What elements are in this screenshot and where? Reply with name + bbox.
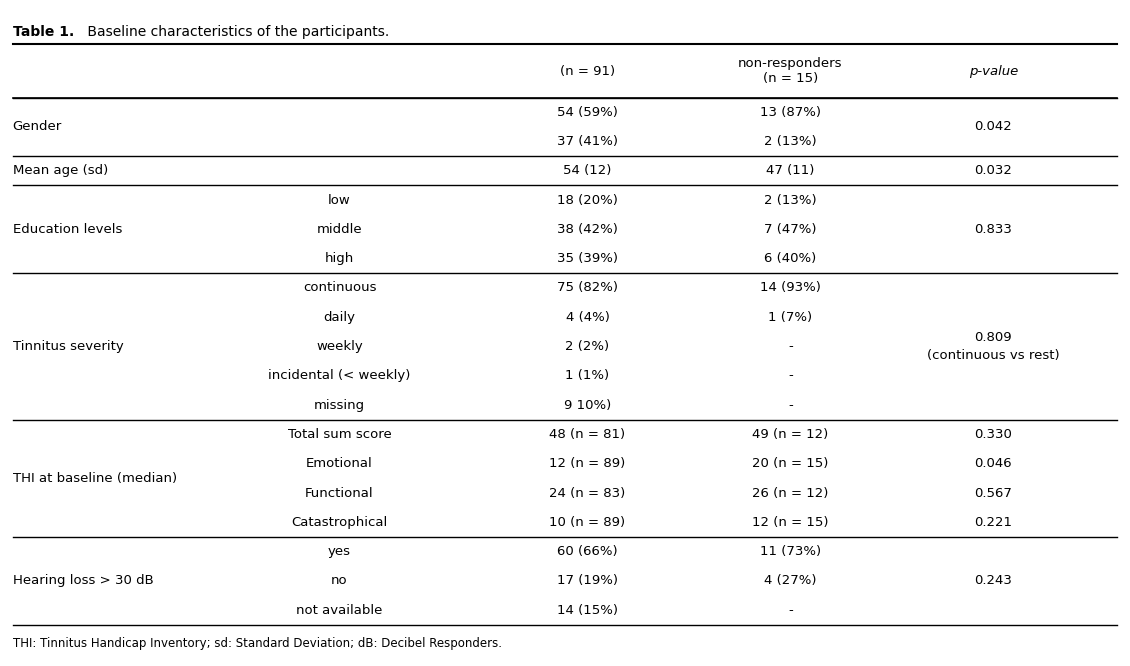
Text: continuous: continuous — [303, 282, 376, 294]
Text: (n = 91): (n = 91) — [560, 65, 615, 77]
FancyBboxPatch shape — [858, 276, 1129, 416]
Text: 0.243: 0.243 — [974, 574, 1012, 587]
Text: 35 (39%): 35 (39%) — [557, 252, 618, 265]
Text: 0.833: 0.833 — [974, 223, 1012, 236]
Text: 18 (20%): 18 (20%) — [557, 194, 618, 206]
Text: 0.330: 0.330 — [974, 428, 1012, 441]
Text: 75 (82%): 75 (82%) — [557, 282, 618, 294]
Text: daily: daily — [323, 311, 356, 324]
Text: Mean age (sd): Mean age (sd) — [12, 165, 107, 177]
Text: 0.809: 0.809 — [974, 332, 1012, 344]
Text: 49 (n = 12): 49 (n = 12) — [753, 428, 828, 441]
Text: yes: yes — [328, 545, 351, 558]
Text: (continuous: (continuous — [911, 348, 993, 361]
Text: 1 (7%): 1 (7%) — [768, 311, 812, 324]
Text: 12 (n = 89): 12 (n = 89) — [549, 458, 626, 470]
Text: 0.221: 0.221 — [974, 515, 1012, 529]
Text: 7 (47%): 7 (47%) — [764, 223, 817, 236]
Text: high: high — [325, 252, 354, 265]
Text: 17 (19%): 17 (19%) — [557, 574, 618, 587]
Text: 1 (1%): 1 (1%) — [565, 370, 609, 382]
Text: 6 (40%): 6 (40%) — [764, 252, 817, 265]
Text: Table 1.: Table 1. — [12, 25, 73, 39]
Text: 0.042: 0.042 — [974, 121, 1012, 133]
Text: 2 (13%): 2 (13%) — [764, 135, 817, 148]
Text: 54 (59%): 54 (59%) — [557, 106, 618, 119]
Text: 26 (n = 12): 26 (n = 12) — [753, 486, 828, 500]
Text: weekly: weekly — [316, 340, 363, 353]
Text: -: - — [788, 370, 793, 382]
Text: Functional: Functional — [305, 486, 374, 500]
FancyBboxPatch shape — [880, 276, 1129, 416]
Text: 2 (2%): 2 (2%) — [565, 340, 609, 353]
Text: 13 (87%): 13 (87%) — [760, 106, 820, 119]
Text: Total sum score: Total sum score — [288, 428, 391, 441]
Text: 48 (n = 81): 48 (n = 81) — [549, 428, 626, 441]
Text: (continuous vs rest): (continuous vs rest) — [927, 349, 1060, 362]
Text: 47 (11): 47 (11) — [766, 165, 815, 177]
Text: 14 (93%): 14 (93%) — [760, 282, 820, 294]
Text: 2 (13%): 2 (13%) — [764, 194, 817, 206]
Text: non-responders
(n = 15): non-responders (n = 15) — [738, 57, 843, 85]
Text: low: low — [328, 194, 351, 206]
Text: 0.809: 0.809 — [974, 332, 1012, 345]
Text: Gender: Gender — [12, 121, 62, 133]
Text: 0.032: 0.032 — [974, 165, 1012, 177]
Text: 0.567: 0.567 — [974, 486, 1012, 500]
Text: THI at baseline (median): THI at baseline (median) — [12, 472, 176, 485]
Text: THI: Tinnitus Handicap Inventory; sd: Standard Deviation; dB: Decibel Responders: THI: Tinnitus Handicap Inventory; sd: St… — [12, 637, 502, 650]
Text: 0.809
(continuous νs rest): 0.809 (continuous νs rest) — [928, 332, 1060, 360]
Text: Education levels: Education levels — [12, 223, 122, 236]
Text: Catastrophical: Catastrophical — [292, 515, 388, 529]
Text: vs: vs — [986, 348, 1001, 361]
Text: 54 (12): 54 (12) — [564, 165, 611, 177]
Text: no: no — [331, 574, 348, 587]
Text: missing: missing — [314, 399, 365, 412]
Text: -: - — [788, 603, 793, 617]
Text: middle: middle — [316, 223, 363, 236]
Text: 4 (27%): 4 (27%) — [764, 574, 817, 587]
Text: Hearing loss > 30 dB: Hearing loss > 30 dB — [12, 574, 154, 587]
Text: 11 (73%): 11 (73%) — [759, 545, 822, 558]
Text: 60 (66%): 60 (66%) — [557, 545, 618, 558]
Text: p-value: p-value — [968, 65, 1018, 77]
Text: 37 (41%): 37 (41%) — [557, 135, 618, 148]
Text: Baseline characteristics of the participants.: Baseline characteristics of the particip… — [82, 25, 389, 39]
Text: 20 (n = 15): 20 (n = 15) — [753, 458, 828, 470]
Text: 10 (n = 89): 10 (n = 89) — [549, 515, 626, 529]
Text: -: - — [788, 399, 793, 412]
Text: 9 10%): 9 10%) — [564, 399, 611, 412]
Text: 38 (42%): 38 (42%) — [557, 223, 618, 236]
Text: not available: not available — [296, 603, 383, 617]
Text: 24 (n = 83): 24 (n = 83) — [549, 486, 626, 500]
Text: 12 (n = 15): 12 (n = 15) — [753, 515, 828, 529]
Text: 4 (4%): 4 (4%) — [566, 311, 609, 324]
Text: 14 (15%): 14 (15%) — [557, 603, 618, 617]
Text: 0.046: 0.046 — [974, 458, 1012, 470]
Text: Tinnitus severity: Tinnitus severity — [12, 340, 123, 353]
Text: Emotional: Emotional — [306, 458, 373, 470]
Text: -: - — [788, 340, 793, 353]
Text: incidental (< weekly): incidental (< weekly) — [268, 370, 410, 382]
